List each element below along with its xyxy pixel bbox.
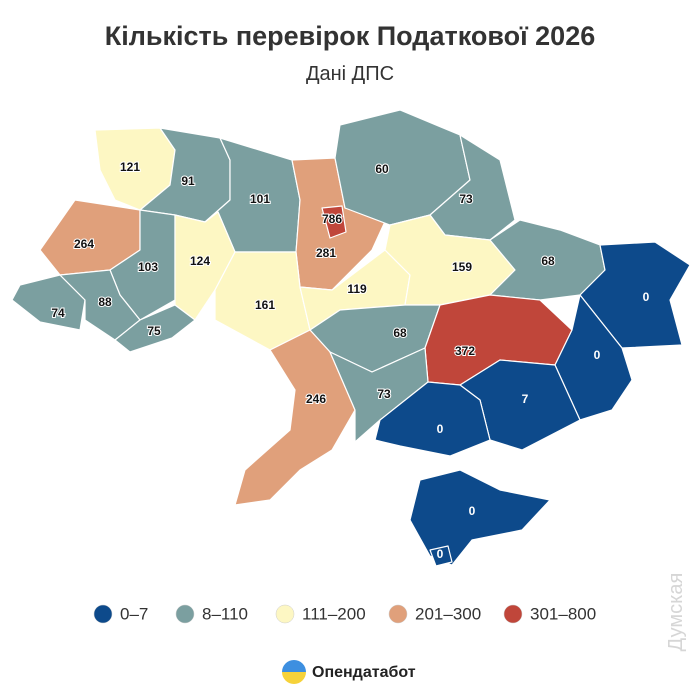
region: [321, 205, 347, 239]
region-value: 74: [51, 306, 65, 320]
legend-swatch: [503, 604, 523, 624]
legend-swatch: [275, 604, 295, 624]
region-value: 60: [375, 162, 389, 176]
region-value: 161: [255, 298, 275, 312]
region-value: 0: [594, 348, 601, 362]
region: [409, 469, 551, 566]
region-value: 73: [459, 192, 473, 206]
legend-label: 0–7: [120, 604, 148, 623]
region-value: 75: [147, 324, 161, 338]
region-value: 103: [138, 260, 158, 274]
region-value: 68: [393, 326, 407, 340]
region-value: 159: [452, 260, 472, 274]
region-value: 0: [437, 547, 444, 561]
legend-label: 301–800: [530, 604, 596, 623]
region-value: 7: [522, 392, 529, 406]
region-value: 91: [181, 174, 195, 188]
region-value: 68: [541, 254, 555, 268]
subtitle: Дані ДПС: [306, 63, 394, 85]
legend-label: 8–110: [202, 604, 248, 623]
watermark: Думская: [665, 573, 687, 652]
region-value: 73: [377, 387, 391, 401]
brand-logo: [282, 660, 306, 684]
region-value: 264: [74, 237, 94, 251]
legend-swatch: [93, 604, 113, 624]
region-value: 88: [98, 295, 112, 309]
region: [579, 241, 691, 349]
region-value: 121: [120, 160, 140, 174]
region-value: 372: [455, 344, 475, 358]
map: [11, 109, 691, 567]
region-value: 101: [250, 192, 270, 206]
brand: Опендатабот: [312, 664, 416, 681]
title: Кількість перевірок Податкової 2026: [105, 21, 595, 51]
legend-label: 201–300: [415, 604, 481, 623]
region: [374, 381, 491, 457]
region: [114, 304, 196, 353]
legend-swatch: [175, 604, 195, 624]
region-value: 0: [643, 290, 650, 304]
region-value: 281: [316, 246, 336, 260]
legend: 0–7 8–110 111–200 201–300 301–800: [93, 604, 596, 624]
region: [234, 329, 356, 506]
region-labels: 121 91 101 281 786 60 73 264 103 124 161 119 159 68 0 7…: [50, 159, 650, 561]
region-value: 0: [437, 422, 444, 436]
region-value: 119: [347, 282, 367, 296]
region: [429, 545, 453, 567]
legend-label: 111–200: [302, 604, 366, 623]
region-value: 246: [306, 392, 326, 406]
region-value: 124: [190, 254, 210, 268]
region-value: 786: [322, 212, 342, 226]
region-value: 0: [469, 504, 476, 518]
legend-swatch: [388, 604, 408, 624]
